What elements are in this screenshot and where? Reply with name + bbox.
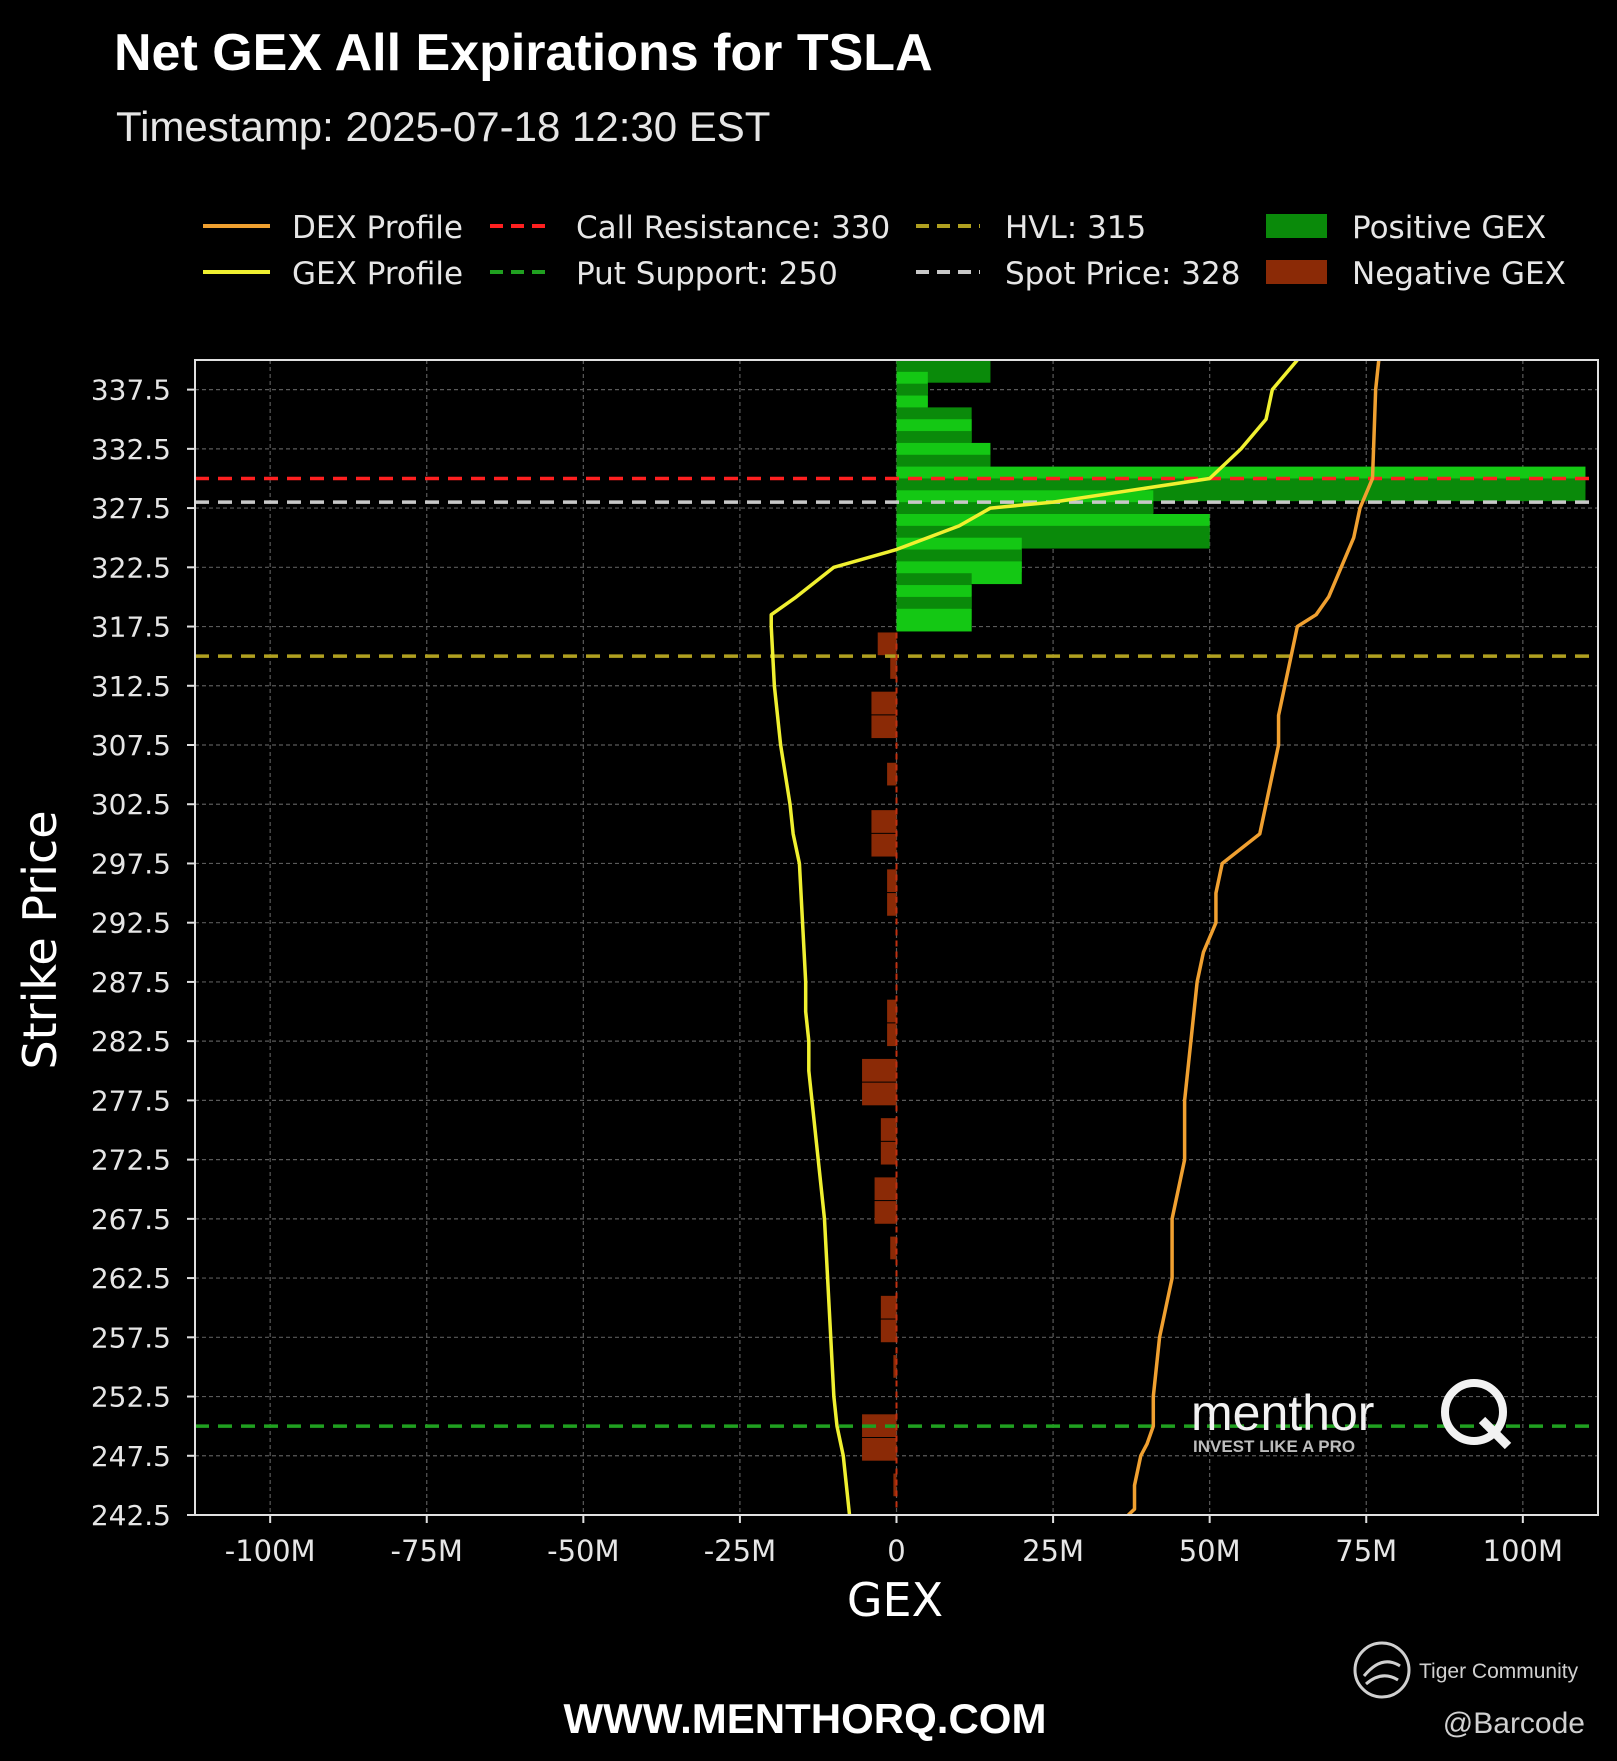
- legend-call-resistance-label: Call Resistance: 330: [576, 210, 890, 246]
- y-tick-label: 257.5: [91, 1321, 171, 1354]
- menthor-q-logo-icon: [1441, 1379, 1507, 1445]
- negative-gex-bar: [862, 1438, 897, 1461]
- negative-gex-bar: [862, 1414, 897, 1437]
- chart-title: Net GEX All Expirations for TSLA: [114, 24, 933, 82]
- y-tick-label: 262.5: [91, 1262, 171, 1295]
- negative-gex-bar: [871, 691, 897, 715]
- negative-gex-bar: [874, 1201, 897, 1224]
- legend-put-support-label: Put Support: 250: [576, 256, 838, 292]
- watermark-brand: menthor: [1191, 1385, 1374, 1441]
- x-tick-label: 50M: [1179, 1534, 1241, 1568]
- tiger-logo-icon: [1353, 1641, 1411, 1699]
- menthor-watermark: menthor INVEST LIKE A PRO: [1191, 1379, 1512, 1456]
- negative-gex-bar: [880, 1295, 897, 1319]
- legend-positive-gex-swatch: [1266, 214, 1327, 238]
- negative-gex-bar: [887, 893, 897, 916]
- dex-profile-line: [1127, 359, 1381, 1517]
- y-tick-label: 317.5: [91, 611, 171, 644]
- y-tick-label: 242.5: [91, 1499, 171, 1532]
- negative-gex-bar: [880, 1118, 897, 1141]
- x-tick-label: 0: [887, 1534, 905, 1568]
- y-tick-label: 312.5: [91, 670, 171, 703]
- y-tick-label: 292.5: [91, 907, 171, 940]
- y-tick-label: 337.5: [91, 374, 171, 407]
- negative-gex-bar: [874, 1177, 897, 1201]
- y-tick-label: 307.5: [91, 729, 171, 762]
- profile-lines: [769, 358, 1381, 1517]
- negative-gex-bar: [880, 1319, 897, 1343]
- watermark-tagline: INVEST LIKE A PRO: [1193, 1437, 1355, 1456]
- y-axis-label: Strike Price: [13, 810, 67, 1069]
- gex-bars: [862, 360, 1586, 1497]
- level-lines: [195, 476, 1598, 1510]
- legend: DEX Profile GEX Profile Call Resistance:…: [203, 210, 1566, 292]
- y-tick-label: 272.5: [91, 1144, 171, 1177]
- negative-gex-bar: [877, 632, 897, 656]
- y-tick-label: 302.5: [91, 788, 171, 821]
- legend-dex-label: DEX Profile: [292, 210, 463, 246]
- x-tick-label: -25M: [704, 1534, 776, 1568]
- y-tick-label: 252.5: [91, 1381, 171, 1414]
- legend-negative-gex-label: Negative GEX: [1352, 256, 1566, 292]
- legend-gex-label: GEX Profile: [292, 256, 463, 292]
- footer-handle: @Barcode: [1443, 1707, 1585, 1740]
- negative-gex-bar: [893, 1473, 897, 1497]
- legend-positive-gex-label: Positive GEX: [1352, 210, 1546, 246]
- y-tick-label: 297.5: [91, 847, 171, 880]
- gex-profile-line: [769, 358, 1299, 1516]
- negative-gex-bar: [887, 1023, 897, 1047]
- negative-gex-bar: [862, 1082, 897, 1106]
- negative-gex-bar: [880, 1141, 897, 1165]
- y-tick-label: 267.5: [91, 1203, 171, 1236]
- negative-gex-bar: [871, 810, 897, 833]
- x-axis-label: GEX: [847, 1573, 943, 1627]
- chart-subtitle: Timestamp: 2025-07-18 12:30 EST: [116, 103, 770, 150]
- negative-gex-bar: [887, 999, 897, 1023]
- x-tick-label: 75M: [1335, 1534, 1397, 1568]
- footer-website: WWW.MENTHORQ.COM: [564, 1695, 1047, 1742]
- y-tick-label: 332.5: [91, 433, 171, 466]
- y-tick-label: 327.5: [91, 492, 171, 525]
- y-tick-label: 277.5: [91, 1084, 171, 1117]
- negative-gex-bar: [890, 1236, 897, 1260]
- y-tick-label: 247.5: [91, 1440, 171, 1473]
- legend-hvl-label: HVL: 315: [1005, 210, 1146, 246]
- negative-gex-bar: [887, 869, 897, 893]
- x-tick-label: -50M: [547, 1534, 619, 1568]
- negative-gex-bar: [893, 1355, 897, 1378]
- legend-negative-gex-swatch: [1266, 260, 1327, 284]
- negative-gex-bar: [887, 762, 897, 786]
- axis-ticks: -100M -75M -50M -25M 0 25M 50M 75M 100M 242.5 247.…: [91, 374, 1563, 1568]
- plot-frame: [194, 359, 1599, 1516]
- tiger-community-badge: Tiger Community: [1353, 1641, 1579, 1699]
- negative-gex-bar: [890, 656, 897, 679]
- x-tick-label: -100M: [225, 1534, 316, 1568]
- legend-spot-price-label: Spot Price: 328: [1005, 256, 1240, 292]
- menthor-q-tail-icon: [1478, 1416, 1512, 1450]
- y-tick-label: 322.5: [91, 551, 171, 584]
- x-tick-label: 25M: [1022, 1534, 1084, 1568]
- tiger-community-label: Tiger Community: [1419, 1660, 1579, 1683]
- y-tick-label: 282.5: [91, 1025, 171, 1058]
- positive-gex-bar: [896, 608, 972, 632]
- negative-gex-bar: [871, 715, 897, 739]
- negative-gex-bar: [871, 833, 897, 857]
- x-tick-label: 100M: [1483, 1534, 1563, 1568]
- tiger-stripes-icon: [1362, 1660, 1401, 1686]
- negative-gex-bar: [862, 1058, 897, 1082]
- y-tick-label: 287.5: [91, 966, 171, 999]
- x-tick-label: -75M: [391, 1534, 463, 1568]
